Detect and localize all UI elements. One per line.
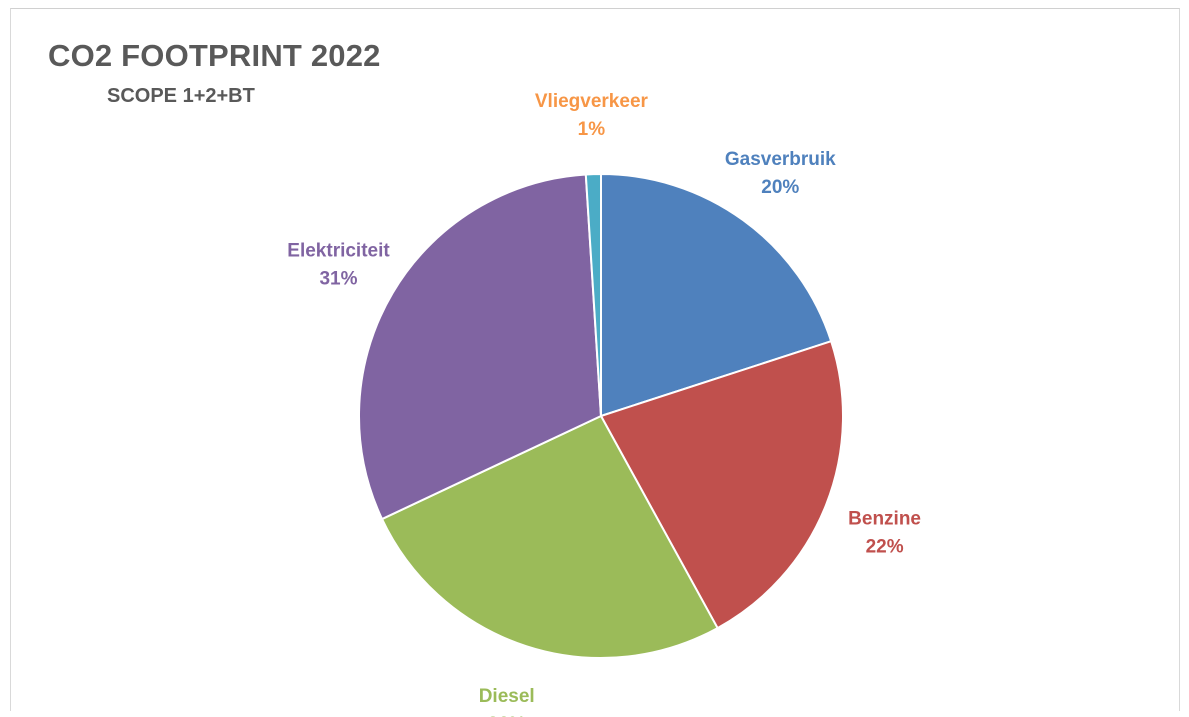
slice-label-gasverbruik: Gasverbruik	[725, 149, 836, 170]
slice-value-elektriciteit: 31%	[319, 269, 357, 290]
pie-slice-vliegverkeer	[584, 172, 602, 417]
slice-value-diesel: 26%	[488, 714, 526, 717]
chart-frame	[10, 8, 1180, 711]
slice-label-elektriciteit: Elektriciteit	[287, 241, 390, 262]
slice-value-gasverbruik: 20%	[761, 177, 799, 198]
slice-label-benzine: Benzine	[848, 508, 921, 529]
pie-slice-elektriciteit	[358, 173, 603, 521]
slice-value-vliegverkeer: 1%	[578, 119, 606, 140]
pie-slice-benzine	[599, 339, 845, 630]
chart-title: CO2 FOOTPRINT 2022	[48, 38, 381, 73]
slice-label-vliegverkeer: Vliegverkeer	[535, 91, 649, 112]
slice-value-benzine: 22%	[866, 536, 904, 557]
pie-slice-diesel	[380, 414, 719, 659]
pie-slice-gasverbruik	[600, 172, 833, 418]
slice-label-diesel: Diesel	[479, 686, 535, 707]
chart-subtitle: SCOPE 1+2+BT	[107, 85, 255, 107]
pie-labels: Gasverbruik 20% Benzine 22% Diesel 26% Elektri…	[287, 91, 921, 717]
pie-slices	[358, 172, 845, 659]
